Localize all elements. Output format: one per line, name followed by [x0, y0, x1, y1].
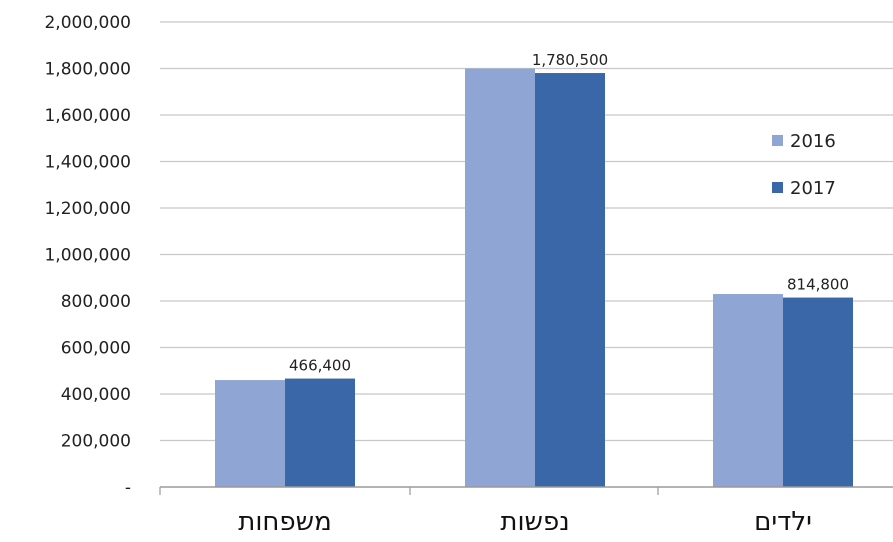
bar-2017-1	[535, 73, 605, 487]
y-tick-label: 2,000,000	[44, 13, 131, 33]
y-tick-label: 1,800,000	[44, 60, 131, 80]
category-label: ילדים	[754, 507, 812, 537]
data-label: 466,400	[289, 357, 351, 375]
category-label: משפחות	[238, 507, 331, 537]
y-tick-label: -	[125, 478, 131, 498]
y-axis-tick-labels: - 200,000 400,000 600,000 800,000 1,000,000 1,…	[44, 13, 131, 498]
legend-label: 2017	[790, 178, 836, 199]
y-tick-label: 1,000,000	[44, 246, 131, 266]
bar-2017-0	[285, 378, 355, 487]
bar-2016-1	[465, 68, 535, 487]
category-label: נפשות	[500, 507, 569, 537]
legend-swatch	[772, 135, 783, 146]
y-tick-label: 1,400,000	[44, 153, 131, 173]
legend-label: 2016	[790, 131, 836, 152]
legend-swatch	[772, 182, 783, 193]
y-tick-label: 800,000	[61, 292, 131, 312]
x-axis	[159, 486, 893, 495]
bar-2016-0	[215, 380, 285, 487]
y-tick-label: 200,000	[61, 432, 131, 452]
bars	[215, 68, 853, 487]
y-tick-label: 600,000	[61, 339, 131, 359]
bar-2016-2	[713, 294, 783, 487]
legend: 2016 2017	[772, 131, 836, 199]
y-tick-label: 1,600,000	[44, 106, 131, 126]
y-tick-label: 400,000	[61, 385, 131, 405]
data-label: 1,780,500	[532, 51, 608, 69]
data-label: 814,800	[787, 276, 849, 294]
y-tick-label: 1,200,000	[44, 199, 131, 219]
data-labels: 466,400 1,780,500 814,800	[289, 51, 849, 375]
category-labels: משפחות נפשות ילדים	[238, 507, 812, 537]
bar-2017-2	[783, 297, 853, 487]
